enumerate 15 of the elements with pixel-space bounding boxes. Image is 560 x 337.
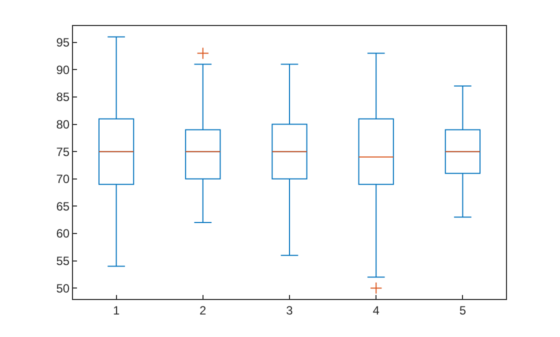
y-tick-label: 70 <box>56 172 70 186</box>
y-tick-label: 55 <box>56 254 70 268</box>
y-tick-label: 90 <box>56 62 70 77</box>
y-tick-label: 60 <box>56 226 70 241</box>
y-tick-label: 95 <box>56 36 70 50</box>
y-tick-label: 85 <box>56 90 70 104</box>
x-tick-label: 1 <box>112 303 120 318</box>
y-tick-label: 65 <box>56 199 70 214</box>
x-tick-label: 5 <box>459 303 466 318</box>
x-tick-label: 4 <box>372 303 380 318</box>
y-tick-label: 80 <box>56 117 70 132</box>
x-tick-label: 3 <box>286 303 294 318</box>
y-tick-label: 50 <box>56 281 70 296</box>
y-tick-label: 75 <box>56 144 70 159</box>
x-tick-label: 2 <box>200 303 207 318</box>
